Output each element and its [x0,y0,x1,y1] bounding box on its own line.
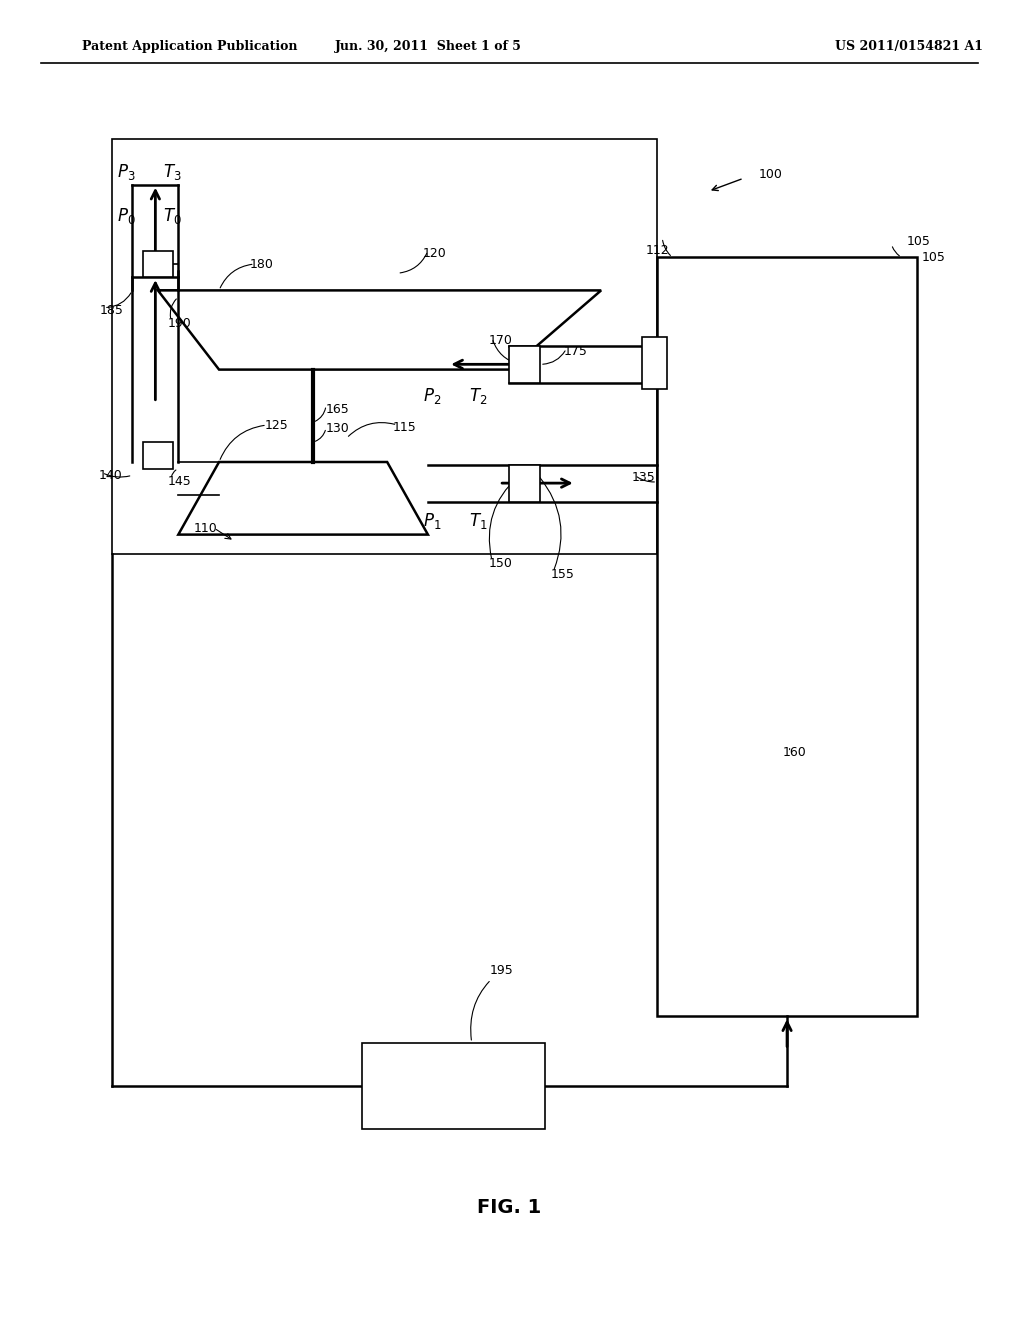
Text: US 2011/0154821 A1: US 2011/0154821 A1 [836,40,983,53]
Text: 180: 180 [250,257,273,271]
Text: $T_3$: $T_3$ [163,161,181,182]
Text: Patent Application Publication: Patent Application Publication [82,40,297,53]
Text: $P_0$: $P_0$ [117,206,136,227]
Text: 105: 105 [907,235,931,248]
Text: Logic: Logic [435,1078,472,1093]
Bar [112,139,657,554]
Polygon shape [158,290,601,370]
Text: 190: 190 [168,317,191,330]
Text: Jun. 30, 2011  Sheet 1 of 5: Jun. 30, 2011 Sheet 1 of 5 [335,40,521,53]
Bar [509,465,540,502]
Text: 100: 100 [759,168,783,181]
Bar [361,1043,545,1129]
Text: $T_0$: $T_0$ [163,206,182,227]
Text: 140: 140 [99,469,123,482]
Text: $T_1$: $T_1$ [469,511,487,532]
Text: 155: 155 [550,568,574,581]
Text: FIG. 1: FIG. 1 [477,1199,542,1217]
Text: 115: 115 [392,421,416,434]
Text: 145: 145 [168,475,191,488]
Polygon shape [178,462,428,535]
Text: $P_1$: $P_1$ [423,511,441,532]
Bar [142,251,173,277]
Text: 105: 105 [922,251,946,264]
Text: 125: 125 [265,418,289,432]
Text: 150: 150 [489,557,513,570]
Bar [642,337,668,389]
Bar [657,257,916,1016]
Text: 110: 110 [194,521,217,535]
Text: 175: 175 [563,345,588,358]
Bar [142,442,173,469]
Bar [509,346,540,383]
Text: 130: 130 [326,422,350,436]
Text: 195: 195 [471,964,514,1040]
Text: 160: 160 [782,746,807,759]
Text: 165: 165 [326,403,350,416]
Text: 185: 185 [100,304,124,317]
Text: $T_2$: $T_2$ [469,385,487,407]
Text: 170: 170 [489,334,513,347]
Text: 120: 120 [423,247,446,260]
Text: 112: 112 [645,244,669,257]
Text: 135: 135 [632,471,655,484]
Text: $P_3$: $P_3$ [117,161,135,182]
Text: $P_2$: $P_2$ [423,385,441,407]
